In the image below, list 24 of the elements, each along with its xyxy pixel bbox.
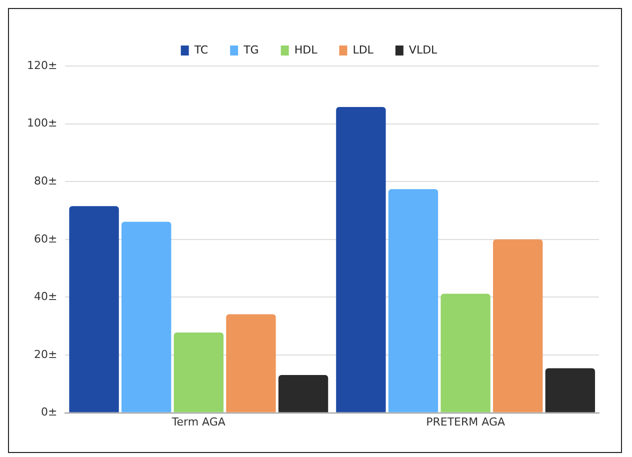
bar	[493, 239, 543, 412]
y-tick-label: 40±	[34, 290, 58, 304]
bar	[336, 107, 386, 412]
bar	[545, 368, 596, 412]
y-tick-label: 120±	[26, 58, 58, 72]
legend-label: VLDL	[408, 43, 438, 56]
x-tick-label: PRETERM AGA	[426, 415, 506, 428]
bar	[388, 189, 438, 412]
y-tick-label: 60±	[34, 232, 58, 246]
legend-label: TG	[242, 43, 259, 56]
bar	[226, 314, 276, 412]
bar	[69, 206, 119, 412]
legend-label: HDL	[294, 43, 318, 56]
legend-label: LDL	[352, 43, 374, 56]
bar	[278, 374, 328, 412]
x-tick-label: Term AGA	[170, 415, 226, 428]
y-tick-label: 20±	[34, 348, 58, 361]
bar	[440, 294, 490, 412]
bar	[122, 222, 172, 412]
y-tick-label: 100±	[26, 116, 58, 130]
bar	[174, 332, 224, 412]
y-tick-label: 0±	[40, 406, 58, 419]
y-tick-label: 80±	[34, 174, 58, 188]
legend-label: TC	[193, 43, 208, 56]
